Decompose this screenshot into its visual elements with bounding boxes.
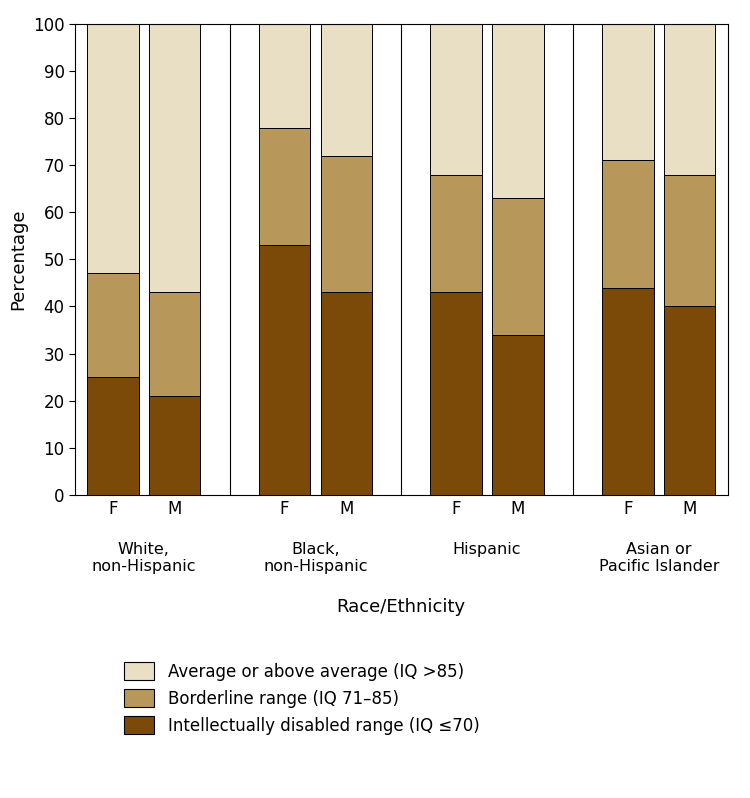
Bar	[602, 24, 654, 160]
Bar	[148, 292, 200, 396]
Bar	[148, 24, 200, 292]
Bar	[430, 24, 482, 175]
Bar	[259, 128, 310, 245]
Text: Asian or
Pacific Islander: Asian or Pacific Islander	[598, 542, 719, 575]
Bar	[664, 175, 716, 306]
Bar	[430, 292, 482, 495]
Bar	[87, 274, 139, 377]
Bar	[664, 24, 716, 175]
Y-axis label: Percentage: Percentage	[10, 208, 28, 310]
Bar	[148, 396, 200, 495]
Text: Race/Ethnicity: Race/Ethnicity	[337, 598, 466, 616]
Bar	[430, 175, 482, 292]
Bar	[492, 24, 544, 198]
Text: Black,
non-Hispanic: Black, non-Hispanic	[263, 542, 368, 575]
Bar	[602, 160, 654, 287]
Bar	[492, 334, 544, 495]
Text: White,
non-Hispanic: White, non-Hispanic	[92, 542, 196, 575]
Bar	[320, 156, 372, 292]
Bar	[320, 24, 372, 156]
Bar	[320, 292, 372, 495]
Bar	[602, 287, 654, 495]
Bar	[259, 245, 310, 495]
Bar	[664, 306, 716, 495]
Text: Hispanic: Hispanic	[453, 542, 521, 557]
Bar	[87, 24, 139, 274]
Bar	[492, 198, 544, 334]
Bar	[87, 377, 139, 495]
Bar	[259, 24, 310, 128]
Legend: Average or above average (IQ >85), Borderline range (IQ 71–85), Intellectually d: Average or above average (IQ >85), Borde…	[116, 654, 488, 743]
